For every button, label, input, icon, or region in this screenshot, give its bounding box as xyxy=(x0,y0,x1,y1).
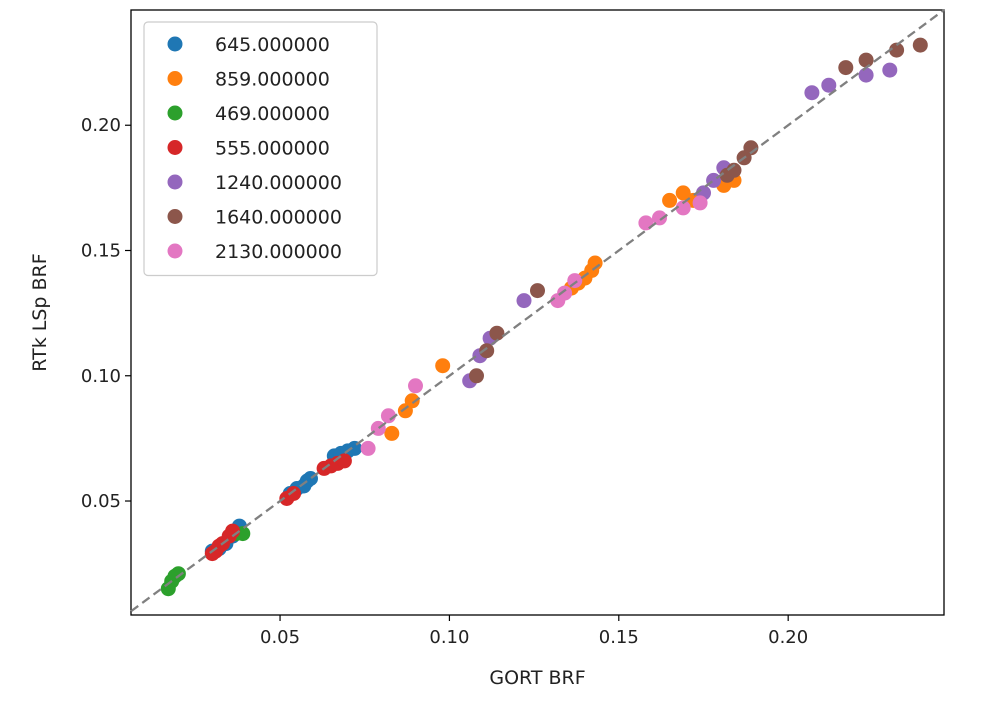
legend: 645.000000 859.000000 469.000000 555.000000… xyxy=(143,21,378,277)
x-axis-label: GORT BRF xyxy=(489,667,585,689)
y-tick-label: 0.10 xyxy=(81,366,121,387)
axes-layer: 0.05 0.10 0.15 0.20 0.05 0.10 0.15 0.20 xyxy=(81,115,808,648)
data-point xyxy=(662,192,678,208)
data-point xyxy=(435,358,451,374)
legend-label: 1640.000000 xyxy=(215,207,342,229)
data-point xyxy=(726,162,742,178)
data-point xyxy=(469,368,484,384)
data-point xyxy=(516,293,532,309)
x-tick-label: 0.15 xyxy=(599,627,639,648)
legend-marker xyxy=(167,174,183,190)
data-point xyxy=(838,60,854,76)
legend-label: 859.000000 xyxy=(215,69,330,91)
data-point xyxy=(336,453,352,469)
data-point xyxy=(225,523,241,539)
data-point xyxy=(347,440,363,456)
legend-marker xyxy=(167,140,183,155)
data-point xyxy=(804,85,820,101)
legend-marker xyxy=(167,105,183,121)
data-point xyxy=(912,37,928,53)
y-tick-label: 0.05 xyxy=(81,491,121,512)
marks-layer xyxy=(130,9,945,613)
data-point xyxy=(587,255,603,271)
data-point xyxy=(675,200,691,216)
data-point xyxy=(638,215,654,231)
data-point xyxy=(821,77,837,93)
legend-marker xyxy=(167,209,183,224)
legend-label: 645.000000 xyxy=(215,34,330,56)
data-point xyxy=(530,283,545,299)
x-tick-label: 0.20 xyxy=(768,627,808,648)
data-point xyxy=(380,408,396,424)
x-tick-label: 0.05 xyxy=(260,627,300,648)
data-point xyxy=(479,343,495,359)
data-point xyxy=(384,425,400,441)
data-point xyxy=(170,566,186,582)
data-point xyxy=(692,195,708,211)
legend-label: 2130.000000 xyxy=(215,241,342,263)
legend-label: 555.000000 xyxy=(215,138,330,160)
legend-box xyxy=(143,21,378,277)
data-point xyxy=(408,378,423,394)
data-point xyxy=(889,42,905,58)
data-point xyxy=(858,52,874,68)
data-point xyxy=(567,273,583,289)
data-point xyxy=(743,140,759,156)
data-point xyxy=(286,486,302,501)
data-point xyxy=(404,393,420,409)
y-tick-label: 0.20 xyxy=(81,115,121,136)
legend-marker xyxy=(167,243,183,259)
data-point xyxy=(489,325,505,341)
data-point xyxy=(858,67,874,83)
data-point xyxy=(882,62,898,78)
legend-marker xyxy=(167,36,183,52)
legend-label: 469.000000 xyxy=(215,103,330,125)
y-tick-label: 0.15 xyxy=(81,240,121,261)
one-to-one-reference-line xyxy=(130,9,945,613)
legend-label: 1240.000000 xyxy=(215,172,342,194)
x-tick-label: 0.10 xyxy=(429,627,469,648)
data-point xyxy=(360,440,376,456)
data-point xyxy=(652,210,667,226)
legend-marker xyxy=(167,71,183,86)
data-point xyxy=(557,285,573,301)
y-axis-label: RTk LSp BRF xyxy=(29,253,51,371)
